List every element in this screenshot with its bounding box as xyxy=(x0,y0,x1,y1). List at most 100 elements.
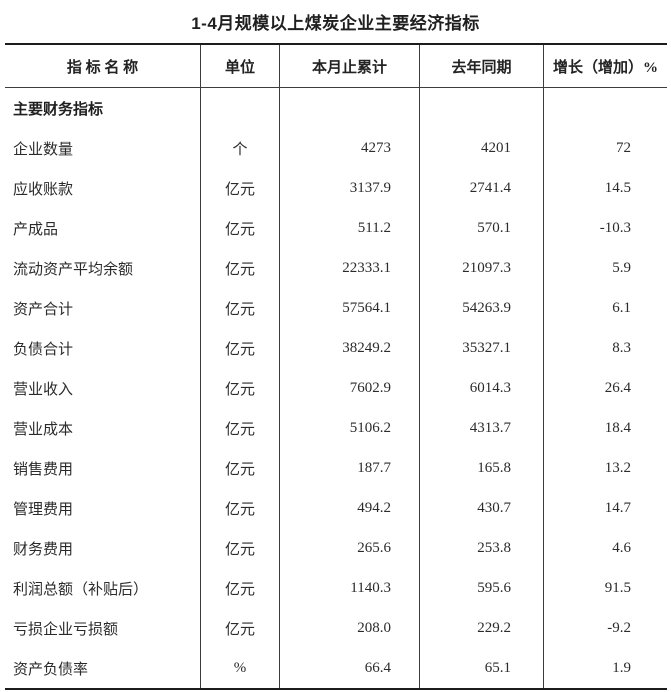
indicator-name-cell: 主要财务指标 xyxy=(5,88,201,128)
unit-cell: 个 xyxy=(201,128,280,168)
month-to-date-value-cell: 57564.1 xyxy=(280,288,420,328)
indicator-name-cell: 亏损企业亏损额 xyxy=(5,608,201,648)
table-row: 负债合计 亿元 38249.2 35327.1 8.3 xyxy=(5,328,667,368)
unit-cell: 亿元 xyxy=(201,448,280,488)
indicator-name-cell: 负债合计 xyxy=(5,328,201,368)
growth-value-cell: 26.4 xyxy=(604,379,631,396)
growth-value-cell: 13.2 xyxy=(604,459,631,476)
indicators-table: 指 标 名 称 单位 本月止累计 去年同期 增长（增加）% 主要财务指标 企业数… xyxy=(5,43,667,690)
unit-cell: 亿元 xyxy=(201,608,280,648)
table-row: 营业收入 亿元 7602.9 6014.3 26.4 xyxy=(5,368,667,408)
table-row: 主要财务指标 xyxy=(5,88,667,128)
growth-value-cell: -10.3 xyxy=(599,219,631,236)
last-year-value-cell: 570.1 xyxy=(420,208,544,248)
table-row: 财务费用 亿元 265.6 253.8 4.6 xyxy=(5,528,667,568)
month-to-date-value-cell: 494.2 xyxy=(280,488,420,528)
month-to-date-value-cell xyxy=(280,88,420,128)
column-header-month-to-date: 本月止累计 xyxy=(280,45,420,87)
growth-value-cell: 8.3 xyxy=(612,339,631,356)
month-to-date-value-cell: 66.4 xyxy=(280,648,420,688)
month-to-date-value-cell: 187.7 xyxy=(280,448,420,488)
month-to-date-value-cell: 511.2 xyxy=(280,208,420,248)
table-body: 主要财务指标 企业数量 个 4273 4201 72 应收账款 亿元 3137.… xyxy=(5,88,667,688)
column-header-growth-percent: 增长（增加）% xyxy=(552,59,658,76)
growth-value-cell: 91.5 xyxy=(604,579,631,596)
table-row: 资产合计 亿元 57564.1 54263.9 6.1 xyxy=(5,288,667,328)
table-row: 管理费用 亿元 494.2 430.7 14.7 xyxy=(5,488,667,528)
growth-value-cell: 6.1 xyxy=(612,299,631,316)
last-year-value-cell: 54263.9 xyxy=(420,288,544,328)
table-row: 亏损企业亏损额 亿元 208.0 229.2 -9.2 xyxy=(5,608,667,648)
growth-value-cell: 18.4 xyxy=(604,419,631,436)
table-row: 产成品 亿元 511.2 570.1 -10.3 xyxy=(5,208,667,248)
last-year-value-cell xyxy=(420,88,544,128)
unit-cell: 亿元 xyxy=(201,328,280,368)
month-to-date-value-cell: 38249.2 xyxy=(280,328,420,368)
last-year-value-cell: 253.8 xyxy=(420,528,544,568)
indicator-name-cell: 管理费用 xyxy=(5,488,201,528)
last-year-value-cell: 6014.3 xyxy=(420,368,544,408)
table-row: 营业成本 亿元 5106.2 4313.7 18.4 xyxy=(5,408,667,448)
indicator-name-cell: 销售费用 xyxy=(5,448,201,488)
column-header-indicator-name: 指 标 名 称 xyxy=(5,45,201,87)
month-to-date-value-cell: 22333.1 xyxy=(280,248,420,288)
unit-cell: 亿元 xyxy=(201,168,280,208)
growth-value-cell xyxy=(544,88,667,128)
month-to-date-value-cell: 7602.9 xyxy=(280,368,420,408)
indicator-name-cell: 营业收入 xyxy=(5,368,201,408)
last-year-value-cell: 165.8 xyxy=(420,448,544,488)
unit-cell: 亿元 xyxy=(201,288,280,328)
growth-value-cell: 14.7 xyxy=(604,499,631,516)
unit-cell: 亿元 xyxy=(201,408,280,448)
last-year-value-cell: 4201 xyxy=(420,128,544,168)
unit-cell: 亿元 xyxy=(201,568,280,608)
growth-value-cell: 4.6 xyxy=(612,539,631,556)
unit-cell: 亿元 xyxy=(201,248,280,288)
table-row: 利润总额（补贴后） 亿元 1140.3 595.6 91.5 xyxy=(5,568,667,608)
growth-value-cell: 72 xyxy=(616,139,631,156)
unit-cell: 亿元 xyxy=(201,528,280,568)
month-to-date-value-cell: 208.0 xyxy=(280,608,420,648)
indicator-name-cell: 产成品 xyxy=(5,208,201,248)
last-year-value-cell: 65.1 xyxy=(420,648,544,688)
growth-value-cell: 5.9 xyxy=(612,259,631,276)
month-to-date-value-cell: 4273 xyxy=(280,128,420,168)
last-year-value-cell: 595.6 xyxy=(420,568,544,608)
indicator-name-cell: 营业成本 xyxy=(5,408,201,448)
indicator-name-cell: 流动资产平均余额 xyxy=(5,248,201,288)
unit-cell: 亿元 xyxy=(201,488,280,528)
table-row: 销售费用 亿元 187.7 165.8 13.2 xyxy=(5,448,667,488)
indicator-name-cell: 资产负债率 xyxy=(5,648,201,688)
column-header-unit: 单位 xyxy=(201,45,280,87)
table-header-row: 指 标 名 称 单位 本月止累计 去年同期 增长（增加）% xyxy=(5,45,667,88)
month-to-date-value-cell: 1140.3 xyxy=(280,568,420,608)
growth-value-cell: 14.5 xyxy=(604,179,631,196)
last-year-value-cell: 4313.7 xyxy=(420,408,544,448)
column-header-same-period-last-year: 去年同期 xyxy=(420,45,544,87)
unit-cell xyxy=(201,88,280,128)
month-to-date-value-cell: 3137.9 xyxy=(280,168,420,208)
unit-cell: 亿元 xyxy=(201,368,280,408)
page-title: 1-4月规模以上煤炭企业主要经济指标 xyxy=(191,14,480,33)
growth-value-cell: 1.9 xyxy=(612,659,631,676)
indicator-name-cell: 资产合计 xyxy=(5,288,201,328)
indicator-name-cell: 财务费用 xyxy=(5,528,201,568)
last-year-value-cell: 35327.1 xyxy=(420,328,544,368)
unit-cell: 亿元 xyxy=(201,208,280,248)
table-row: 资产负债率 % 66.4 65.1 1.9 xyxy=(5,648,667,688)
unit-cell: % xyxy=(201,648,280,688)
month-to-date-value-cell: 5106.2 xyxy=(280,408,420,448)
month-to-date-value-cell: 265.6 xyxy=(280,528,420,568)
growth-value-cell: -9.2 xyxy=(607,619,631,636)
last-year-value-cell: 229.2 xyxy=(420,608,544,648)
last-year-value-cell: 21097.3 xyxy=(420,248,544,288)
indicator-name-cell: 应收账款 xyxy=(5,168,201,208)
table-row: 企业数量 个 4273 4201 72 xyxy=(5,128,667,168)
indicator-name-cell: 企业数量 xyxy=(5,128,201,168)
last-year-value-cell: 2741.4 xyxy=(420,168,544,208)
table-row: 流动资产平均余额 亿元 22333.1 21097.3 5.9 xyxy=(5,248,667,288)
last-year-value-cell: 430.7 xyxy=(420,488,544,528)
indicator-name-cell: 利润总额（补贴后） xyxy=(5,568,201,608)
table-row: 应收账款 亿元 3137.9 2741.4 14.5 xyxy=(5,168,667,208)
